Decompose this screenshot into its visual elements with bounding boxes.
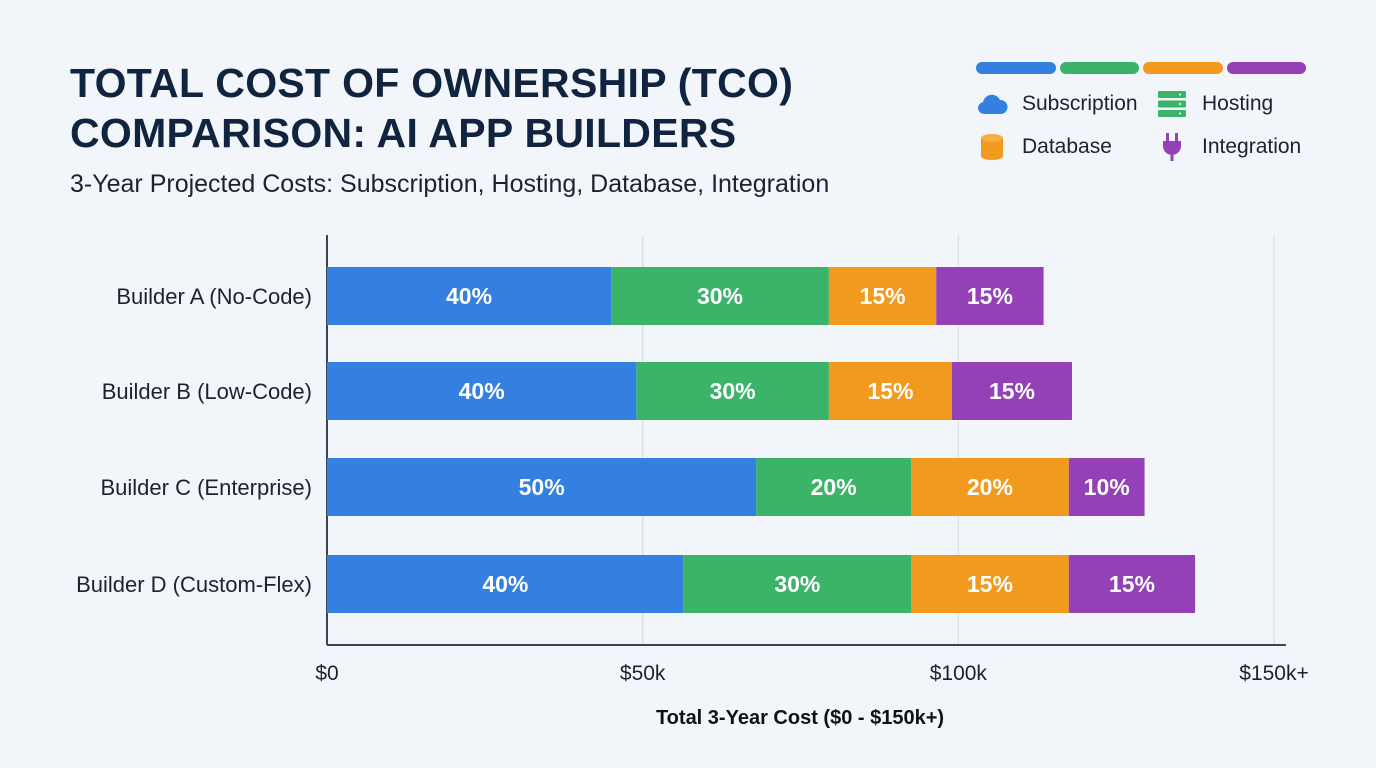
category-label: Builder A (No-Code) <box>116 284 312 309</box>
legend-color-bars <box>976 62 1306 74</box>
data-label: 15% <box>860 283 906 309</box>
legend: Subscription Hosting Database Integratio… <box>976 62 1306 161</box>
bar-segment-integration <box>1068 458 1145 516</box>
chart-title: TOTAL COST OF OWNERSHIP (TCO) COMPARISON:… <box>70 58 793 158</box>
title-line-1: TOTAL COST OF OWNERSHIP (TCO) <box>70 60 794 106</box>
bar-segment-integration <box>936 267 1044 325</box>
legend-bar-database <box>1143 62 1223 74</box>
bar-segment-database <box>910 555 1069 613</box>
legend-label: Subscription <box>1022 91 1138 115</box>
data-label: 30% <box>697 283 743 309</box>
data-label: 50% <box>519 474 565 500</box>
legend-label: Hosting <box>1202 91 1274 115</box>
data-label: 40% <box>482 571 528 597</box>
data-label: 15% <box>967 571 1013 597</box>
bar-segment-hosting <box>683 555 911 613</box>
x-tick-label: $100k <box>930 662 988 685</box>
bar-segment-database <box>828 362 953 420</box>
bar-segment-hosting <box>756 458 911 516</box>
data-label: 20% <box>967 474 1013 500</box>
plug-icon <box>1163 132 1181 161</box>
legend-item-hosting: Hosting <box>1156 90 1306 117</box>
server-icon <box>1158 90 1186 117</box>
database-icon <box>981 133 1003 160</box>
bar-segment-integration <box>1068 555 1196 613</box>
bar-segment-database <box>910 458 1069 516</box>
data-label: 40% <box>446 283 492 309</box>
data-label: 40% <box>459 378 505 404</box>
bar-segment-hosting <box>636 362 829 420</box>
category-label: Builder D (Custom-Flex) <box>76 572 312 597</box>
legend-label: Database <box>1022 134 1112 158</box>
category-label: Builder C (Enterprise) <box>100 475 312 500</box>
legend-item-subscription: Subscription <box>976 90 1156 117</box>
data-label: 15% <box>967 283 1013 309</box>
x-tick-label: $50k <box>620 662 666 685</box>
data-label: 30% <box>710 378 756 404</box>
bar-segment-subscription <box>327 458 757 516</box>
data-label: 15% <box>867 378 913 404</box>
bar-segment-subscription <box>327 362 637 420</box>
legend-bar-integration <box>1226 62 1306 74</box>
bar-segment-subscription <box>327 555 684 613</box>
title-line-2: COMPARISON: AI APP BUILDERS <box>70 110 737 156</box>
x-tick-label: $0 <box>315 662 338 685</box>
x-axis-title: Total 3-Year Cost ($0 - $150k+) <box>656 707 944 729</box>
legend-item-integration: Integration <box>1156 132 1306 161</box>
cloud-icon <box>978 94 1008 114</box>
bar-segment-database <box>828 267 937 325</box>
bar-segment-integration <box>952 362 1072 420</box>
data-label: 15% <box>1109 571 1155 597</box>
x-tick-label: $150k+ <box>1239 662 1308 685</box>
data-label: 30% <box>774 571 820 597</box>
data-label: 10% <box>1084 474 1130 500</box>
legend-item-database: Database <box>976 133 1156 160</box>
chart-subtitle: 3-Year Projected Costs: Subscription, Ho… <box>70 170 830 198</box>
data-label: 20% <box>811 474 857 500</box>
legend-bar-hosting <box>1059 62 1139 74</box>
bar-segment-subscription <box>327 267 612 325</box>
category-label: Builder B (Low-Code) <box>102 379 312 404</box>
legend-bar-subscription <box>976 62 1056 74</box>
legend-label: Integration <box>1202 134 1302 158</box>
data-label: 15% <box>989 378 1035 404</box>
bar-segment-hosting <box>611 267 829 325</box>
